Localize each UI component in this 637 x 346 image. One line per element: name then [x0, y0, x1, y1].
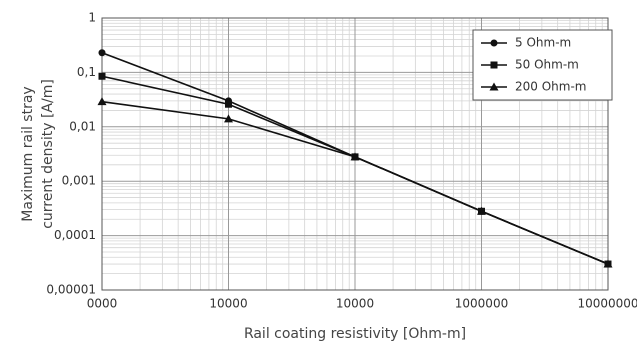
marker	[603, 259, 613, 268]
y-tick-label: 0,001	[62, 174, 96, 188]
legend-label: 200 Ohm-m	[515, 80, 586, 94]
y-tick-label: 1	[88, 11, 96, 25]
x-tick-label: 0000	[87, 297, 118, 311]
y-tick-label: 0,00001	[46, 283, 96, 297]
y-axis-title: Maximum rail stray current density [A/m]	[20, 79, 56, 229]
legend-label: 50 Ohm-m	[515, 58, 579, 72]
marker	[97, 97, 107, 106]
x-tick-label: 1000000	[455, 297, 508, 311]
marker	[490, 61, 498, 69]
marker	[350, 152, 360, 161]
y-axis-title-line: Maximum rail stray	[20, 86, 36, 221]
marker	[489, 82, 499, 91]
x-axis-title: Rail coating resistivity [Ohm-m]	[244, 326, 466, 342]
marker	[477, 206, 486, 215]
plot-frame	[101, 17, 609, 291]
x-tick-label: 10000	[209, 297, 247, 311]
x-tick-label: 10000	[336, 297, 374, 311]
legend: 5 Ohm-m 50 Ohm-m 200 Ohm-m	[472, 29, 613, 101]
legend-label: 5 Ohm-m	[515, 36, 571, 50]
y-tick-label: 0,0001	[54, 228, 96, 242]
marker	[98, 49, 106, 57]
marker	[490, 39, 498, 47]
x-tick-label: 10000000	[577, 297, 637, 311]
marker	[224, 114, 233, 123]
y-tick-label: 0,01	[69, 119, 96, 133]
y-tick-label: 0,1	[77, 65, 96, 79]
marker	[98, 72, 106, 80]
marker	[225, 100, 232, 108]
y-axis-title-line: current density [A/m]	[40, 79, 56, 229]
